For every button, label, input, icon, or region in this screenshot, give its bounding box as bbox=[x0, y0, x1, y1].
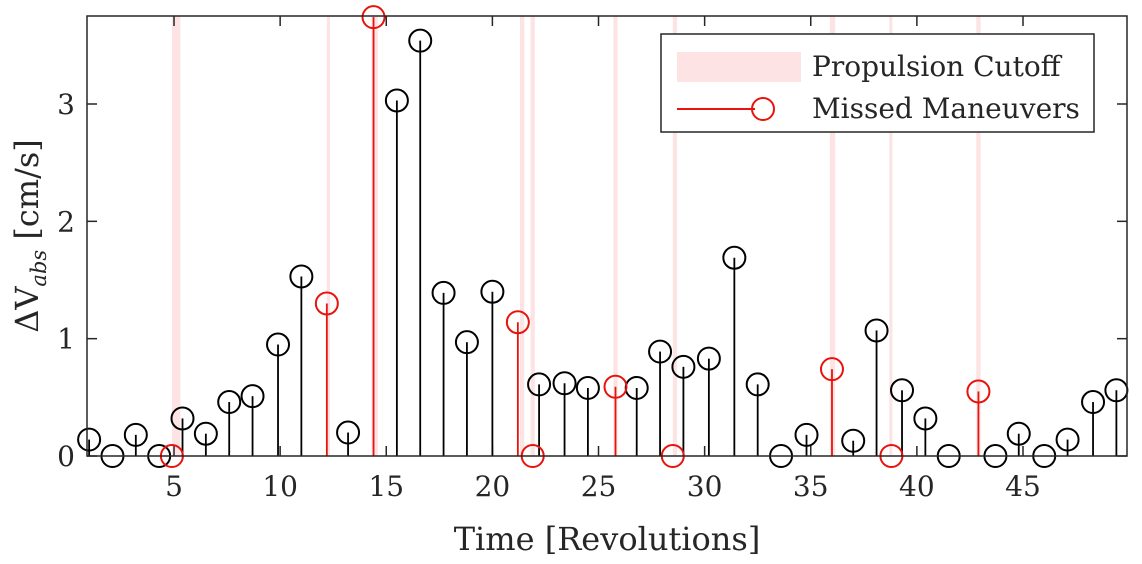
stem-marker-executed-maneuvers bbox=[384, 88, 409, 113]
stem-marker-executed-maneuvers bbox=[841, 428, 866, 453]
x-tick-label: 30 bbox=[687, 470, 723, 503]
stem-marker-executed-maneuvers bbox=[864, 318, 889, 343]
stem-marker-executed-maneuvers bbox=[794, 422, 819, 447]
stem-marker-executed-maneuvers bbox=[722, 245, 747, 270]
x-tick-label: 45 bbox=[1005, 470, 1041, 503]
x-axis-label: Time [Revolutions] bbox=[454, 520, 761, 558]
cutoff-band bbox=[613, 16, 618, 456]
y-tick-label: 2 bbox=[57, 205, 75, 238]
stem-marker-executed-maneuvers bbox=[913, 406, 938, 431]
y-tick-label: 0 bbox=[57, 440, 75, 473]
stem-marker-executed-maneuvers bbox=[408, 28, 433, 53]
legend-box bbox=[660, 33, 1095, 133]
stem-marker-executed-maneuvers bbox=[527, 372, 552, 397]
cutoff-bands bbox=[171, 16, 981, 456]
stem-marker-executed-maneuvers bbox=[77, 427, 102, 452]
stem-series bbox=[77, 5, 1129, 468]
stem-marker-missed-maneuvers bbox=[314, 291, 339, 316]
x-tick-label: 10 bbox=[262, 470, 298, 503]
x-tick-label: 25 bbox=[581, 470, 617, 503]
x-tick-labels: 5 10 15 20 25 30 35 40 45 bbox=[165, 470, 1041, 503]
stem-marker-executed-maneuvers bbox=[454, 330, 479, 355]
stem-marker-executed-maneuvers bbox=[240, 384, 265, 409]
axes-box bbox=[86, 15, 1128, 457]
stem-marker-executed-maneuvers bbox=[480, 279, 505, 304]
x-tick-label: 35 bbox=[793, 470, 829, 503]
stem-marker-missed-maneuvers bbox=[361, 5, 386, 30]
stem-marker-missed-maneuvers bbox=[966, 379, 991, 404]
stem-marker-executed-maneuvers bbox=[890, 378, 915, 403]
cutoff-band bbox=[976, 16, 981, 456]
stem-marker-executed-maneuvers bbox=[552, 371, 577, 396]
legend: Propulsion Cutoff Missed Maneuvers bbox=[660, 33, 1095, 133]
y-axis-label: ΔVabs [cm/s] bbox=[8, 139, 51, 333]
y-axis-label-main: ΔV bbox=[8, 286, 46, 333]
x-tick-label: 5 bbox=[165, 470, 183, 503]
stem-marker-missed-maneuvers bbox=[505, 310, 530, 335]
cutoff-band bbox=[519, 16, 525, 456]
cutoff-band bbox=[829, 16, 836, 456]
stem-marker-executed-maneuvers bbox=[123, 422, 148, 447]
cutoff-band bbox=[326, 16, 331, 456]
x-tick-label: 15 bbox=[368, 470, 404, 503]
cutoff-band bbox=[889, 16, 893, 456]
legend-label-propulsion-cutoff: Propulsion Cutoff bbox=[812, 50, 1063, 83]
stem-marker-executed-maneuvers bbox=[1081, 390, 1106, 415]
stem-marker-executed-maneuvers bbox=[575, 375, 600, 400]
stem-marker-executed-maneuvers bbox=[217, 390, 242, 415]
legend-label-missed-maneuvers: Missed Maneuvers bbox=[812, 92, 1080, 125]
stem-marker-missed-maneuvers bbox=[603, 374, 628, 399]
stem-marker-executed-maneuvers bbox=[193, 421, 218, 446]
legend-marker-missed bbox=[751, 97, 775, 121]
stem-marker-missed-maneuvers bbox=[819, 357, 844, 382]
stem-marker-executed-maneuvers bbox=[696, 346, 721, 371]
stem-marker-executed-maneuvers bbox=[431, 280, 456, 305]
stem-marker-executed-maneuvers bbox=[170, 406, 195, 431]
stem-marker-executed-maneuvers bbox=[671, 354, 696, 379]
cutoff-band bbox=[530, 16, 535, 456]
stem-marker-executed-maneuvers bbox=[745, 372, 770, 397]
cutoff-band bbox=[672, 16, 678, 456]
cutoff-band bbox=[171, 16, 181, 456]
stem-marker-executed-maneuvers bbox=[1055, 427, 1080, 452]
y-tick-label: 3 bbox=[57, 88, 75, 121]
y-axis-label-sub: abs bbox=[27, 250, 51, 287]
stem-marker-executed-maneuvers bbox=[1006, 421, 1031, 446]
stem-marker-executed-maneuvers bbox=[336, 420, 361, 445]
stem-marker-executed-maneuvers bbox=[648, 339, 673, 364]
y-tick-labels: 0 1 2 3 bbox=[57, 88, 75, 473]
x-tick-label: 40 bbox=[899, 470, 935, 503]
stem-marker-executed-maneuvers bbox=[289, 264, 314, 289]
x-tick-label: 20 bbox=[475, 470, 511, 503]
y-axis-label-units: [cm/s] bbox=[8, 139, 46, 250]
y-tick-label: 1 bbox=[57, 323, 75, 356]
cutoff-band bbox=[371, 16, 378, 456]
legend-patch-propulsion-cutoff bbox=[677, 52, 801, 82]
stem-marker-executed-maneuvers bbox=[266, 332, 291, 357]
